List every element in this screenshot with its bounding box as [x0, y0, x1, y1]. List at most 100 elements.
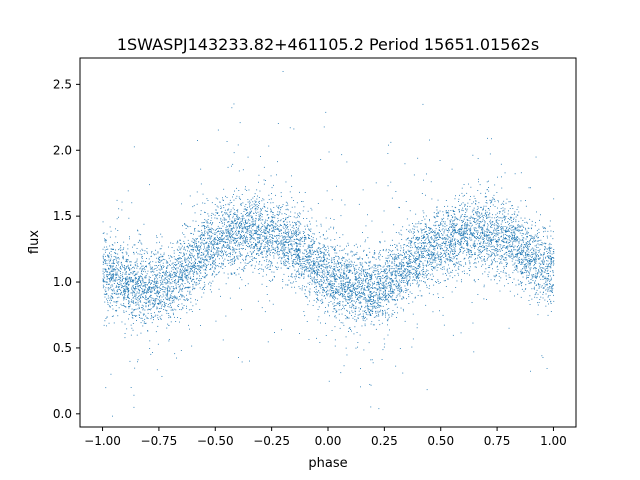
data-point	[198, 235, 200, 237]
data-point	[166, 261, 168, 263]
data-point	[287, 235, 289, 237]
data-point	[286, 267, 288, 269]
data-point	[311, 267, 313, 269]
data-point	[496, 225, 498, 227]
data-point	[289, 266, 291, 268]
data-point	[408, 263, 410, 264]
data-point	[367, 289, 369, 291]
data-point	[238, 170, 240, 172]
data-point	[295, 242, 297, 243]
data-point	[387, 262, 389, 264]
data-point	[429, 274, 431, 276]
data-point	[262, 198, 264, 200]
data-point	[416, 283, 418, 285]
data-point	[228, 232, 230, 234]
data-point	[272, 230, 274, 231]
data-point	[516, 256, 518, 258]
data-point	[409, 265, 411, 267]
data-point	[453, 220, 455, 222]
data-point	[385, 298, 387, 300]
data-point	[184, 273, 185, 275]
data-point	[370, 300, 372, 302]
data-point	[206, 260, 208, 262]
data-point	[113, 274, 115, 275]
data-point	[378, 305, 380, 307]
data-point	[541, 244, 543, 246]
data-point	[466, 232, 468, 234]
data-point	[518, 229, 520, 231]
data-point	[479, 253, 481, 255]
data-point	[363, 288, 365, 290]
data-point	[277, 253, 279, 255]
data-point	[109, 302, 111, 304]
data-point	[466, 210, 468, 212]
data-point	[268, 236, 270, 238]
data-point	[397, 273, 399, 275]
data-point	[227, 235, 229, 236]
data-point	[138, 276, 140, 277]
data-point	[120, 262, 122, 264]
data-point	[104, 259, 106, 261]
data-point	[239, 252, 241, 254]
data-point	[382, 274, 384, 276]
data-point	[527, 222, 528, 224]
data-point	[286, 226, 288, 228]
data-point	[400, 264, 402, 265]
data-point	[296, 249, 297, 251]
data-point	[266, 225, 268, 227]
data-point	[257, 226, 259, 228]
data-point	[324, 258, 325, 260]
data-point	[106, 271, 108, 273]
data-point	[324, 280, 325, 282]
data-point	[419, 247, 421, 248]
data-point	[458, 253, 460, 255]
data-point	[442, 234, 444, 236]
data-point	[219, 239, 220, 241]
data-point	[506, 247, 508, 249]
data-point	[340, 272, 342, 274]
data-point	[390, 278, 391, 279]
data-point	[349, 294, 351, 296]
data-point	[370, 314, 371, 315]
data-point	[503, 209, 505, 211]
data-point	[452, 334, 454, 336]
data-point	[176, 296, 178, 298]
data-point	[322, 291, 324, 293]
data-point	[481, 213, 483, 215]
data-point	[368, 285, 370, 287]
data-point	[379, 242, 381, 244]
data-point	[115, 256, 117, 258]
data-point	[208, 249, 210, 251]
data-point	[416, 237, 417, 239]
data-point	[410, 266, 412, 268]
data-point	[338, 309, 340, 311]
data-point	[379, 241, 381, 242]
data-point	[303, 267, 305, 269]
data-point	[224, 241, 226, 243]
data-point	[240, 254, 241, 256]
data-point	[330, 301, 332, 302]
data-point	[518, 241, 520, 242]
data-point	[434, 230, 436, 232]
data-point	[109, 226, 111, 228]
data-point	[186, 269, 187, 271]
data-point	[203, 244, 205, 245]
data-point	[477, 257, 478, 259]
data-point	[130, 280, 132, 282]
data-point	[234, 218, 236, 220]
data-point	[224, 247, 226, 248]
data-point	[402, 280, 404, 282]
data-point	[539, 219, 540, 221]
data-point	[450, 257, 452, 259]
data-point	[107, 255, 109, 257]
data-point	[297, 239, 299, 240]
data-point	[349, 305, 351, 307]
data-point	[346, 309, 348, 311]
data-point	[234, 260, 235, 262]
data-point	[263, 260, 265, 262]
data-point	[382, 349, 384, 351]
data-point	[153, 298, 155, 300]
data-point	[523, 227, 525, 228]
data-point	[536, 240, 538, 242]
data-point	[291, 245, 293, 246]
